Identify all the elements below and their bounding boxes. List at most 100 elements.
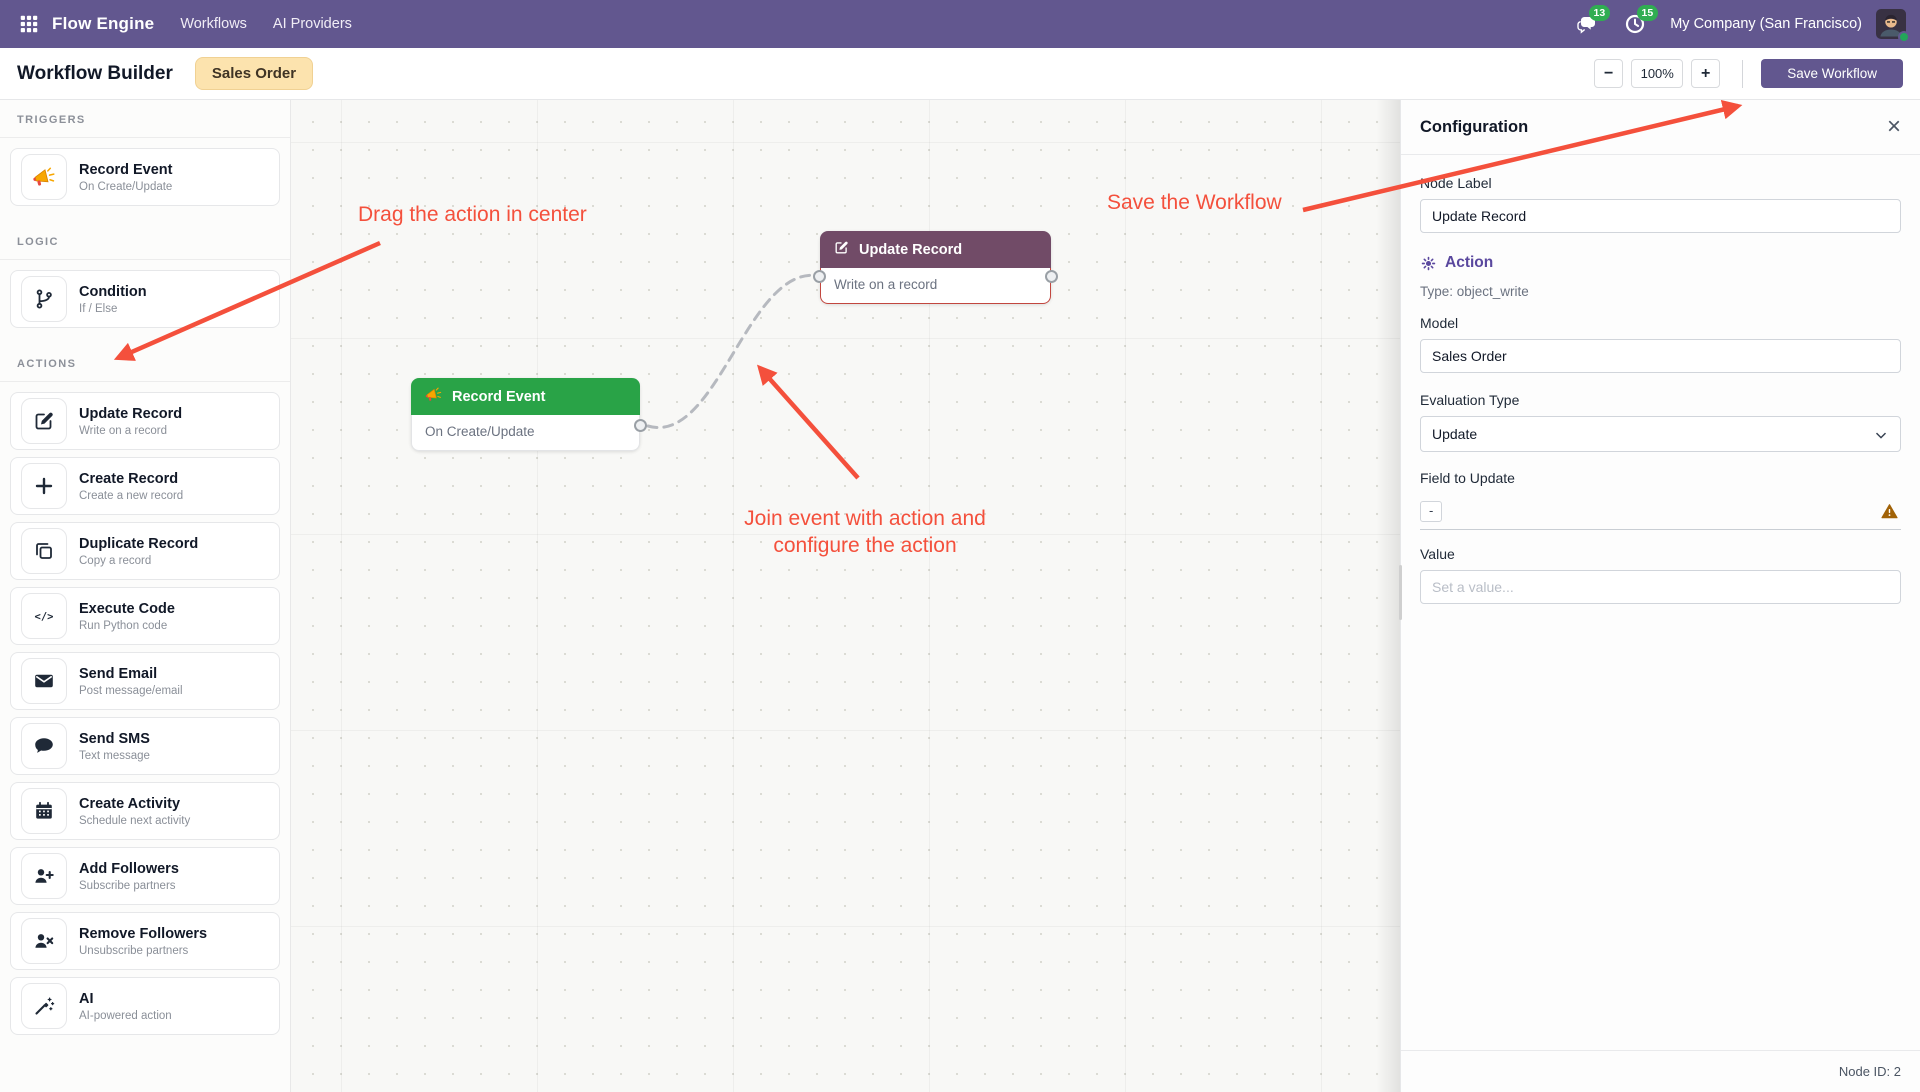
sidebar-item-execute-code[interactable]: </> Execute Code Run Python code — [10, 587, 280, 645]
palette-item-subtitle: If / Else — [79, 303, 118, 316]
palette-item-title: Create Record — [79, 470, 179, 487]
nav-menu-workflows[interactable]: Workflows — [180, 16, 247, 32]
zoom-level[interactable]: 100% — [1631, 59, 1684, 88]
megaphone-icon — [424, 385, 443, 408]
palette-section-title: LOGIC — [0, 222, 290, 260]
palette-item-title: Condition — [79, 283, 147, 300]
sidebar-item-duplicate-record[interactable]: Duplicate Record Copy a record — [10, 522, 280, 580]
palette-item-title: Duplicate Record — [79, 535, 199, 552]
code-icon: </> — [21, 593, 67, 639]
sidebar-item-record-event[interactable]: Record Event On Create/Update — [10, 148, 280, 206]
node-title: Record Event — [452, 388, 546, 405]
model-input[interactable] — [1420, 339, 1901, 373]
action-section-heading: Action — [1420, 254, 1901, 272]
save-workflow-button[interactable]: Save Workflow — [1761, 59, 1903, 88]
node-palette-sidebar: TRIGGERS Record Event On Create/Update L… — [0, 100, 291, 1092]
palette-item-title: Send Email — [79, 665, 158, 682]
gear-icon — [1421, 256, 1436, 270]
nav-menu-ai-providers[interactable]: AI Providers — [272, 16, 352, 32]
workflow-toolbar: Workflow Builder Sales Order − 100% + Sa… — [0, 48, 1920, 100]
evaluation-type-select[interactable]: Update — [1420, 416, 1901, 452]
sidebar-item-create-activity[interactable]: Create Activity Schedule next activity — [10, 782, 280, 840]
palette-item-title: Update Record — [79, 405, 183, 422]
sidebar-item-create-record[interactable]: Create Record Create a new record — [10, 457, 280, 515]
messages-button[interactable]: 13 — [1570, 5, 1611, 41]
messages-count-badge: 13 — [1588, 5, 1611, 21]
node-subtitle: On Create/Update — [411, 415, 640, 451]
palette-item-subtitle: Post message/email — [79, 685, 183, 698]
activities-button[interactable]: 15 — [1618, 5, 1659, 41]
sidebar-item-ai[interactable]: AI AI-powered action — [10, 977, 280, 1035]
sidebar-item-send-email[interactable]: Send Email Post message/email — [10, 652, 280, 710]
palette-item-subtitle: On Create/Update — [79, 181, 173, 194]
output-port[interactable] — [634, 419, 647, 432]
action-type-line: Type: object_write — [1420, 284, 1529, 299]
palette-item-subtitle: Create a new record — [79, 490, 184, 503]
sidebar-item-add-followers[interactable]: Add Followers Subscribe partners — [10, 847, 280, 905]
node-label-input[interactable] — [1420, 199, 1901, 233]
sms-icon — [21, 723, 67, 769]
palette-item-subtitle: AI-powered action — [79, 1010, 172, 1023]
palette-item-title: Remove Followers — [79, 925, 208, 942]
node-record-event[interactable]: Record Event On Create/Update — [411, 378, 647, 451]
email-icon — [21, 658, 67, 704]
svg-text:</>: </> — [35, 611, 54, 623]
palette-item-subtitle: Schedule next activity — [79, 815, 191, 828]
palette-item-subtitle: Run Python code — [79, 620, 168, 633]
model-badge[interactable]: Sales Order — [194, 57, 314, 90]
node-subtitle: Write on a record — [820, 268, 1051, 304]
palette-section-actions: ACTIONS Update Record Write on a record … — [0, 344, 290, 1041]
panel-scrollbar[interactable] — [1399, 565, 1402, 620]
palette-item-title: Execute Code — [79, 600, 175, 617]
palette-section-logic: LOGIC Condition If / Else — [0, 222, 290, 334]
warning-icon — [1880, 502, 1899, 526]
palette-item-title: Record Event — [79, 161, 173, 178]
edit-icon — [833, 239, 850, 260]
palette-item-subtitle: Copy a record — [79, 555, 152, 568]
company-switcher[interactable]: My Company (San Francisco) — [1670, 16, 1862, 32]
palette-item-title: Add Followers — [79, 860, 179, 877]
value-label: Value — [1420, 546, 1455, 562]
close-icon[interactable]: × — [1886, 113, 1901, 140]
node-update-record[interactable]: Update Record Write on a record — [813, 231, 1058, 304]
palette-card-list: Update Record Write on a record Create R… — [0, 382, 290, 1041]
page-title: Workflow Builder — [17, 62, 173, 84]
online-status-dot — [1898, 31, 1910, 43]
model-label: Model — [1420, 315, 1459, 331]
output-port[interactable] — [1045, 270, 1058, 283]
chevron-down-icon — [1872, 426, 1890, 447]
sidebar-item-condition[interactable]: Condition If / Else — [10, 270, 280, 328]
field-to-update-label: Field to Update — [1420, 470, 1515, 486]
palette-item-title: Send SMS — [79, 730, 150, 747]
field-to-update-select[interactable]: - — [1420, 494, 1901, 530]
palette-section-title: TRIGGERS — [0, 100, 290, 138]
value-input[interactable] — [1420, 570, 1901, 604]
palette-card-list: Record Event On Create/Update — [0, 138, 290, 212]
zoom-in-button[interactable]: + — [1691, 59, 1721, 88]
palette-section-triggers: TRIGGERS Record Event On Create/Update — [0, 100, 290, 212]
user-avatar[interactable] — [1876, 9, 1910, 43]
duplicate-icon — [21, 528, 67, 574]
configuration-panel: Configuration × Node Label Action Type: … — [1400, 100, 1920, 1092]
branch-icon — [21, 276, 67, 322]
zoom-out-button[interactable]: − — [1594, 59, 1624, 88]
node-id-footer: Node ID: 2 — [1401, 1050, 1920, 1092]
node-label-label: Node Label — [1420, 175, 1492, 191]
sidebar-item-update-record[interactable]: Update Record Write on a record — [10, 392, 280, 450]
wand-icon — [21, 983, 67, 1029]
palette-item-subtitle: Write on a record — [79, 425, 167, 438]
sidebar-item-send-sms[interactable]: Send SMS Text message — [10, 717, 280, 775]
evaluation-type-label: Evaluation Type — [1420, 392, 1520, 408]
apps-grid-icon[interactable] — [14, 9, 44, 39]
sidebar-item-remove-followers[interactable]: Remove Followers Unsubscribe partners — [10, 912, 280, 970]
activities-count-badge: 15 — [1636, 5, 1659, 21]
chat-icon — [1577, 17, 1596, 34]
app-title[interactable]: Flow Engine — [52, 14, 155, 33]
plus-icon — [21, 463, 67, 509]
palette-item-subtitle: Unsubscribe partners — [79, 945, 189, 958]
megaphone-icon — [21, 154, 67, 200]
input-port[interactable] — [813, 270, 826, 283]
palette-item-subtitle: Subscribe partners — [79, 880, 176, 893]
calendar-icon — [21, 788, 67, 834]
